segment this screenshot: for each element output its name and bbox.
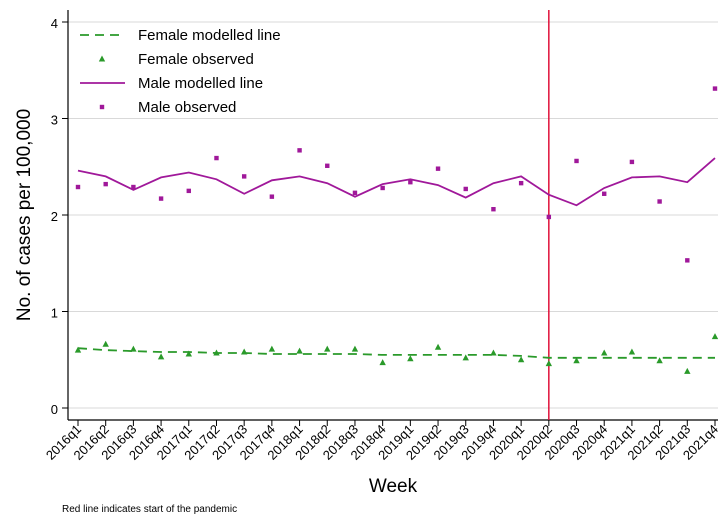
data-point bbox=[435, 166, 441, 171]
data-point bbox=[351, 345, 359, 352]
data-point bbox=[130, 345, 137, 352]
data-point bbox=[517, 356, 525, 363]
data-point bbox=[684, 367, 691, 374]
y-axis: 0 1 2 3 4 bbox=[51, 10, 69, 420]
data-point bbox=[491, 207, 496, 212]
y-tick-label: 0 bbox=[51, 402, 58, 417]
data-point bbox=[102, 340, 109, 347]
data-point bbox=[629, 159, 635, 165]
data-point bbox=[379, 359, 386, 366]
data-point bbox=[518, 180, 524, 186]
data-point bbox=[407, 355, 414, 362]
legend-label: Male observed bbox=[138, 99, 236, 116]
plot-area bbox=[74, 10, 719, 420]
data-point bbox=[186, 188, 191, 194]
data-point bbox=[185, 350, 192, 357]
data-point bbox=[214, 155, 219, 161]
data-point bbox=[240, 348, 248, 355]
data-point bbox=[296, 347, 303, 354]
gridlines bbox=[68, 21, 718, 409]
x-axis: 2016q12016q22016q32016q42017q12017q22017… bbox=[43, 419, 721, 463]
y-axis-title: No. of cases per 100,000 bbox=[14, 109, 35, 321]
data-point bbox=[545, 360, 553, 367]
y-tick-label: 2 bbox=[51, 209, 58, 224]
data-point bbox=[408, 179, 413, 185]
footnote: Red line indicates start of the pandemic bbox=[62, 504, 237, 515]
y-tick-label: 1 bbox=[51, 306, 58, 321]
data-point bbox=[602, 191, 607, 196]
legend-swatch bbox=[99, 104, 105, 110]
data-point bbox=[269, 194, 275, 199]
legend-label: Male modelled line bbox=[138, 75, 263, 92]
y-tick-label: 4 bbox=[51, 16, 58, 31]
data-point bbox=[628, 348, 636, 355]
legend: Female modelled line Female observed Male … bbox=[80, 27, 281, 116]
data-point bbox=[685, 258, 690, 263]
data-point bbox=[601, 349, 608, 356]
data-point bbox=[463, 186, 468, 192]
data-point bbox=[434, 343, 442, 350]
data-point bbox=[656, 357, 663, 364]
legend-label: Female modelled line bbox=[138, 27, 281, 44]
data-point bbox=[574, 158, 579, 164]
series-line bbox=[77, 157, 716, 207]
data-point bbox=[573, 357, 580, 364]
data-point bbox=[546, 214, 552, 220]
legend-swatch bbox=[98, 55, 106, 62]
data-point bbox=[241, 174, 247, 179]
x-axis-title: Week bbox=[369, 476, 418, 497]
data-point bbox=[103, 181, 108, 187]
data-point bbox=[325, 163, 330, 168]
data-point bbox=[297, 148, 302, 153]
legend-label: Female observed bbox=[138, 51, 254, 68]
y-tick-label: 3 bbox=[51, 113, 58, 128]
series-line bbox=[77, 347, 715, 359]
data-point bbox=[74, 346, 82, 353]
data-point bbox=[213, 349, 220, 356]
data-point bbox=[380, 185, 385, 191]
data-point bbox=[352, 190, 358, 196]
data-point bbox=[657, 199, 662, 204]
data-point bbox=[75, 184, 81, 190]
data-point bbox=[324, 345, 331, 352]
data-point bbox=[711, 333, 719, 340]
data-point bbox=[157, 353, 165, 360]
data-point bbox=[158, 196, 164, 201]
data-point bbox=[490, 349, 497, 356]
data-point bbox=[268, 345, 276, 352]
data-point bbox=[712, 86, 718, 91]
data-point bbox=[462, 354, 469, 361]
data-point bbox=[131, 184, 136, 190]
